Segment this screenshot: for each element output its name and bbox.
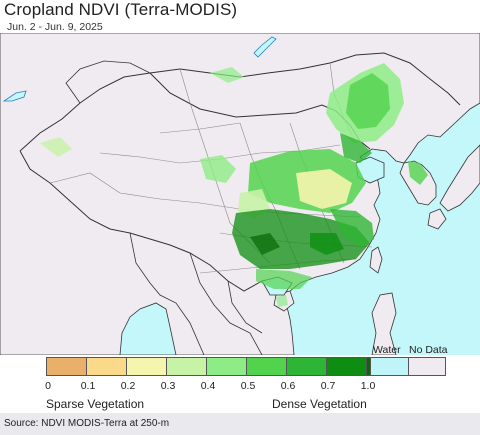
taiwan — [369, 246, 383, 274]
legend-color-bar — [46, 357, 406, 376]
kyushu — [427, 208, 447, 230]
legend-swatch — [246, 357, 286, 376]
water-label: Water — [373, 344, 401, 356]
legend-swatch — [166, 357, 206, 376]
source-footer: Source: NDVI MODIS-Terra at 250-m — [0, 413, 480, 435]
lake-baikal — [253, 36, 277, 58]
legend-swatch — [126, 357, 166, 376]
legend-swatch — [286, 357, 326, 376]
ndvi-map — [0, 33, 480, 355]
lake-balkhash — [2, 90, 27, 102]
legend-tick: 0.2 — [120, 380, 136, 392]
date-range: Jun. 2 - Jun. 9, 2025 — [7, 21, 103, 33]
legend-tick: 1.0 — [360, 380, 376, 392]
legend-tick: 0.4 — [200, 380, 216, 392]
legend-tick: 0 — [45, 380, 51, 392]
southeast-asia-borders — [129, 232, 263, 355]
legend-swatch — [86, 357, 126, 376]
legend-tick: 0.7 — [320, 380, 336, 392]
legend-swatch — [326, 357, 366, 376]
japan — [439, 144, 480, 212]
nodata-label: No Data — [409, 344, 448, 356]
legend-swatch — [206, 357, 246, 376]
legend-tick: 0.3 — [160, 380, 176, 392]
vegetation-patches — [40, 63, 428, 307]
legend-swatch — [46, 357, 86, 376]
dense-vegetation-label: Dense Vegetation — [272, 397, 367, 411]
legend-tick: 0.1 — [80, 380, 96, 392]
legend-tick: 0.6 — [280, 380, 296, 392]
mongolia-border — [65, 60, 151, 104]
map-title: Cropland NDVI (Terra-MODIS) — [4, 0, 238, 19]
legend-special-classes — [370, 357, 446, 376]
sparse-vegetation-label: Sparse Vegetation — [46, 397, 145, 411]
bay-of-bengal — [119, 302, 177, 355]
legend-tick: 0.5 — [240, 380, 256, 392]
legend-swatch-water — [370, 357, 408, 376]
luzon — [371, 292, 397, 355]
legend-swatch-nodata — [408, 357, 446, 376]
